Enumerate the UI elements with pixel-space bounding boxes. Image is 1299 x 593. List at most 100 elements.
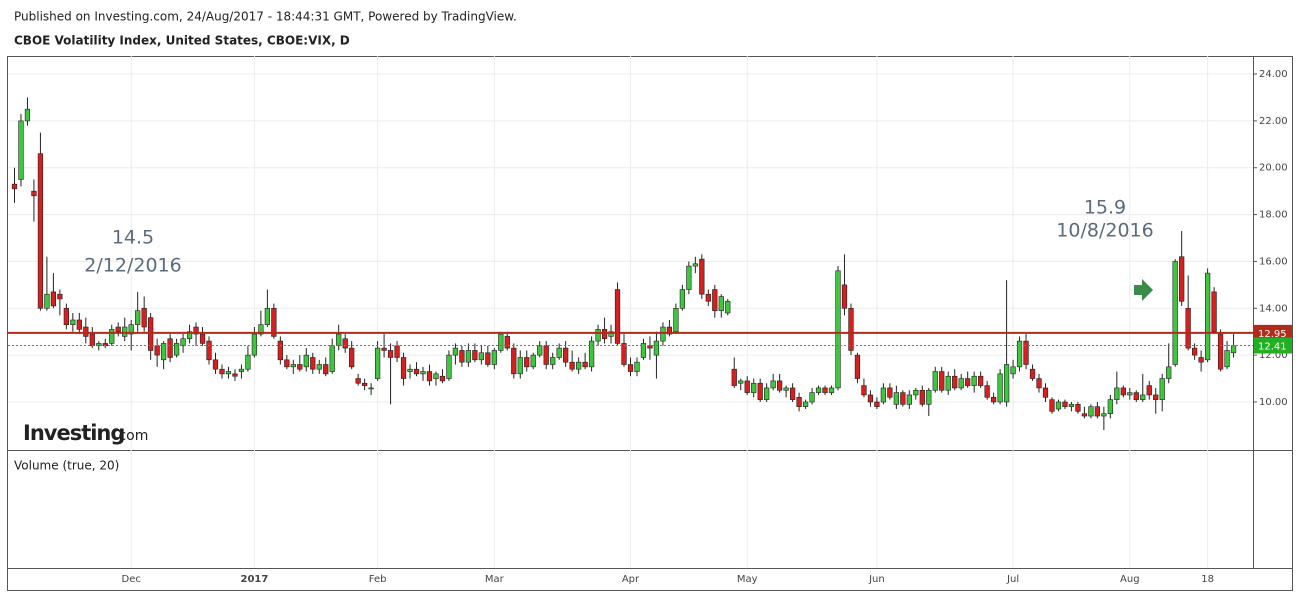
candle-body [1166,366,1172,379]
candle-body [1003,364,1010,403]
candle-body [433,373,439,379]
publisher: Published on Investing.com, 24/Aug/2017 … [14,10,517,24]
x-tick-label: Feb [369,574,387,585]
annotation: 15.9 [1084,197,1126,219]
candle-body [342,338,348,349]
candle-body [725,300,731,314]
candle-body [731,368,737,386]
candle-body [70,319,76,325]
candle-body [601,329,608,340]
candle-body [297,364,303,370]
candle-body [1185,307,1191,349]
x-tick-label: Mar [485,574,505,585]
candle-body [212,359,219,370]
watermark-domain: .com [114,428,148,444]
candle-body [744,380,750,393]
candle-body [219,368,225,375]
candle-body [673,307,679,333]
candle-body [225,371,232,375]
candle-body [1120,387,1126,396]
candle-body [374,347,381,379]
candle-body [37,153,44,309]
candle-body [355,378,361,384]
candle-body [18,120,24,180]
candle-body [1081,413,1088,417]
candle-body [511,347,517,375]
candle-body [83,326,89,337]
candle-body [660,326,666,342]
candle-body [154,345,160,356]
candle-body [841,284,848,309]
candle-body [887,387,893,398]
candle-body [893,392,899,405]
candle-body [128,324,134,335]
candle-body [919,389,925,405]
annotation: 14.5 [112,227,154,249]
candle-body [952,375,958,389]
candle-body [543,345,549,365]
candle-body [465,350,472,363]
candle-body [1146,385,1152,396]
y-tick-label: 14.00 [1259,303,1288,314]
candle-body [712,289,718,311]
candle-body [310,357,316,370]
candle-body [990,396,997,403]
price-label-box [1254,337,1292,354]
candle-body [1133,392,1139,400]
candle-body [504,336,510,349]
candle-body [926,389,932,405]
grid [8,56,1253,568]
candle-body [1029,368,1036,379]
candle-body [258,324,264,335]
candle-body [1159,378,1165,400]
candle-body [491,350,497,365]
candle-body [478,352,484,361]
x-tick-label: May [737,574,758,585]
candle-body [407,368,413,372]
candle-body [1101,413,1107,417]
y-tick-label: 16.00 [1259,256,1288,267]
frame [7,56,1293,591]
candle-body [232,373,238,377]
annotation: 2/12/2016 [84,255,181,277]
candle-body [303,354,309,368]
candle-body [1217,333,1224,370]
candle-body [1023,340,1029,365]
x-tick-label: Aug [1120,574,1140,585]
candle-body [906,394,912,405]
candle-body [517,357,523,375]
candle-body [251,333,258,356]
y-tick-label: 10.00 [1259,397,1288,408]
candle-body [1153,394,1159,400]
candles [11,97,1237,431]
y-tick-label: 20.00 [1259,163,1288,174]
candle-body [653,340,660,356]
candle-body [588,340,595,368]
candle-body [556,347,562,358]
candle-body [789,387,796,400]
candle-body [647,345,653,349]
candle-body [109,329,115,344]
candle-body [329,345,335,372]
chart-title: CBOE Volatility Index, United States, CB… [14,34,350,48]
candle-body [141,307,147,328]
candle-body [368,387,374,390]
candle-body [524,357,530,368]
candle-body [1016,340,1023,368]
candle-body [238,368,245,372]
candle-body [135,310,141,325]
candle-body [958,378,964,389]
candle-body [206,340,212,361]
candle-body [764,387,770,400]
candle-body [115,326,121,333]
candle-body [692,263,698,267]
candle-body [394,345,400,358]
candle-body [498,333,504,351]
candle-body [575,361,582,370]
candle-body [1172,261,1178,365]
candle-body [1010,366,1016,375]
x-tick-label: Dec [122,574,141,585]
x-tick-label: Jul [1006,574,1019,585]
candle-body [1114,387,1120,400]
